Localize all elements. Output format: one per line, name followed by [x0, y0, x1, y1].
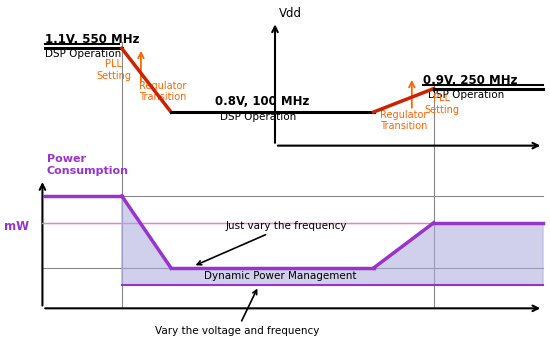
Text: DSP Operation: DSP Operation	[428, 90, 504, 100]
Text: Regulator
Transition: Regulator Transition	[380, 110, 427, 131]
Text: PLL
Setting: PLL Setting	[425, 93, 459, 115]
Polygon shape	[122, 196, 543, 285]
Text: 0.9V, 250 MHz: 0.9V, 250 MHz	[423, 73, 517, 87]
Text: Regulator
Transition: Regulator Transition	[139, 81, 186, 102]
Text: Power
Consumption: Power Consumption	[47, 154, 129, 176]
Text: mW: mW	[4, 220, 29, 233]
Text: DSP Operation: DSP Operation	[221, 113, 296, 122]
Text: Vdd: Vdd	[279, 7, 302, 20]
Text: Vary the voltage and frequency: Vary the voltage and frequency	[155, 290, 319, 336]
Text: DSP Operation: DSP Operation	[45, 49, 122, 59]
Text: PLL
Setting: PLL Setting	[96, 59, 131, 81]
Text: 0.8V, 100 MHz: 0.8V, 100 MHz	[215, 95, 309, 108]
Text: Dynamic Power Management: Dynamic Power Management	[204, 272, 357, 282]
Text: Just vary the frequency: Just vary the frequency	[197, 221, 346, 265]
Text: 1.1V, 550 MHz: 1.1V, 550 MHz	[45, 33, 140, 46]
